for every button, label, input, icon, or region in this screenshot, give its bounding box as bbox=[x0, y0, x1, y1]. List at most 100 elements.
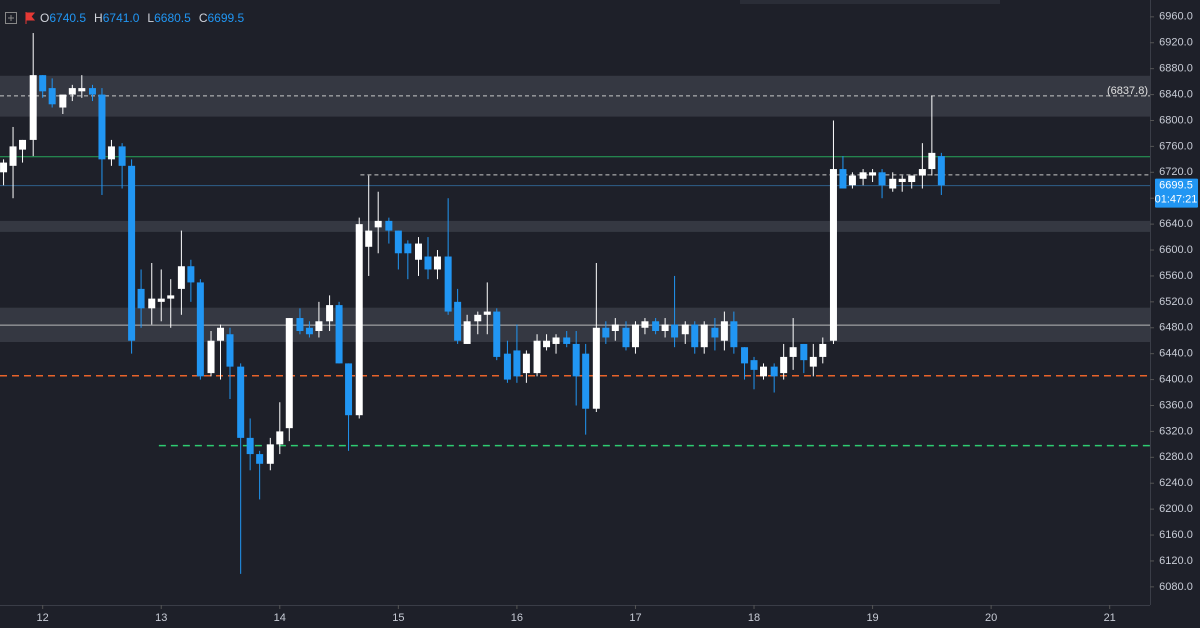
annotation: (6837.8) bbox=[1107, 85, 1148, 97]
ohlc-label: O bbox=[40, 11, 50, 25]
candle-body bbox=[889, 178, 897, 189]
candle-body bbox=[19, 139, 27, 150]
x-tick-label: 20 bbox=[985, 612, 997, 624]
candle-body bbox=[780, 356, 788, 374]
candle-body bbox=[276, 431, 284, 445]
candle-body bbox=[118, 146, 126, 166]
candle-body bbox=[404, 243, 412, 254]
x-tick-label: 14 bbox=[274, 612, 286, 624]
ohlc-label: C bbox=[198, 11, 208, 25]
candle-body bbox=[285, 318, 293, 429]
y-tick-label: 6360.0 bbox=[1159, 399, 1193, 411]
candle-body bbox=[128, 165, 136, 341]
candle-body bbox=[730, 321, 738, 348]
y-tick-label: 6640.0 bbox=[1159, 218, 1193, 230]
candle-body bbox=[848, 175, 856, 186]
icon-box bbox=[5, 12, 17, 24]
toolbar-edge bbox=[740, 0, 1000, 4]
candle-body bbox=[483, 311, 491, 315]
y-tick-label: 6600.0 bbox=[1159, 244, 1193, 256]
candle-body bbox=[760, 366, 768, 377]
candle-body bbox=[641, 321, 649, 328]
candle-body bbox=[711, 327, 719, 338]
candle-body bbox=[839, 169, 847, 189]
y-tick-label: 6160.0 bbox=[1159, 529, 1193, 541]
candle-body bbox=[415, 243, 423, 260]
candle-body bbox=[582, 353, 590, 409]
candle-body bbox=[631, 324, 639, 348]
candle-body bbox=[611, 324, 619, 332]
candle-body bbox=[246, 437, 254, 455]
y-tick-label: 6520.0 bbox=[1159, 296, 1193, 308]
candle-body bbox=[720, 321, 728, 341]
candle-body bbox=[424, 256, 432, 270]
candle-body bbox=[385, 220, 393, 231]
candle-body bbox=[157, 298, 165, 302]
candle-body bbox=[266, 444, 274, 464]
candle-body bbox=[88, 88, 96, 95]
candle-body bbox=[681, 324, 689, 335]
candle-body bbox=[493, 311, 501, 357]
candle-body bbox=[741, 347, 749, 364]
x-tick-label: 19 bbox=[866, 612, 878, 624]
candle-body bbox=[770, 366, 778, 377]
settings-icon[interactable] bbox=[4, 11, 18, 25]
candle-body bbox=[444, 256, 452, 312]
countdown: 01:47:21 bbox=[1155, 193, 1198, 205]
candle-body bbox=[869, 172, 877, 176]
candle-body bbox=[9, 146, 17, 166]
candle-body bbox=[107, 146, 115, 160]
y-tick-label: 6480.0 bbox=[1159, 322, 1193, 334]
candle-body bbox=[898, 178, 906, 183]
candle-body bbox=[463, 321, 471, 344]
candle-body bbox=[602, 327, 610, 338]
candle-body bbox=[355, 224, 363, 416]
candle-body bbox=[374, 220, 382, 228]
candle-body bbox=[315, 321, 323, 332]
x-tick-label: 21 bbox=[1104, 612, 1116, 624]
flag-icon[interactable] bbox=[24, 11, 36, 25]
price-label: 6699.5 bbox=[1159, 179, 1193, 191]
ohlc-label: L bbox=[147, 11, 155, 25]
price-tag bbox=[1155, 178, 1198, 208]
candle-body bbox=[326, 305, 334, 322]
y-tick-label: 6320.0 bbox=[1159, 425, 1193, 437]
flag bbox=[25, 12, 36, 24]
ohlc-value: 6740.5 bbox=[49, 11, 87, 25]
candle-body bbox=[533, 340, 541, 374]
candle-body bbox=[592, 327, 600, 409]
candle-body bbox=[207, 340, 215, 374]
candle-body bbox=[217, 327, 225, 341]
candle-body bbox=[59, 94, 67, 108]
y-tick-label: 6440.0 bbox=[1159, 348, 1193, 360]
candle-body bbox=[859, 172, 867, 179]
candle-body bbox=[543, 340, 551, 348]
candle-body bbox=[563, 337, 571, 344]
candle-body bbox=[750, 360, 758, 370]
candle-body bbox=[98, 94, 106, 160]
candle-body bbox=[433, 256, 441, 270]
y-tick-label: 6840.0 bbox=[1159, 88, 1193, 100]
candle-body bbox=[809, 356, 817, 367]
candle-body bbox=[335, 305, 343, 364]
ohlc-header: O 6740.5 H 6741.0 L 6680.5 C 6699.5 bbox=[4, 9, 252, 27]
candle-body bbox=[918, 169, 926, 176]
candle-body bbox=[256, 454, 264, 464]
ohlc-value: 6699.5 bbox=[207, 11, 245, 25]
candle-body bbox=[700, 324, 708, 348]
ohlc-label: H bbox=[94, 11, 103, 25]
candle-body bbox=[671, 324, 679, 338]
y-tick-label: 6920.0 bbox=[1159, 37, 1193, 49]
y-tick-label: 6080.0 bbox=[1159, 581, 1193, 593]
y-tick-label: 6200.0 bbox=[1159, 503, 1193, 515]
candle-body bbox=[237, 366, 245, 438]
candle-body bbox=[474, 314, 482, 322]
candle-body bbox=[454, 301, 462, 341]
candle-body bbox=[878, 172, 886, 186]
candle-body bbox=[522, 353, 530, 374]
candle-body bbox=[345, 363, 353, 416]
candle-body bbox=[296, 318, 304, 332]
y-tick-label: 6760.0 bbox=[1159, 140, 1193, 152]
candle-body bbox=[800, 343, 808, 361]
